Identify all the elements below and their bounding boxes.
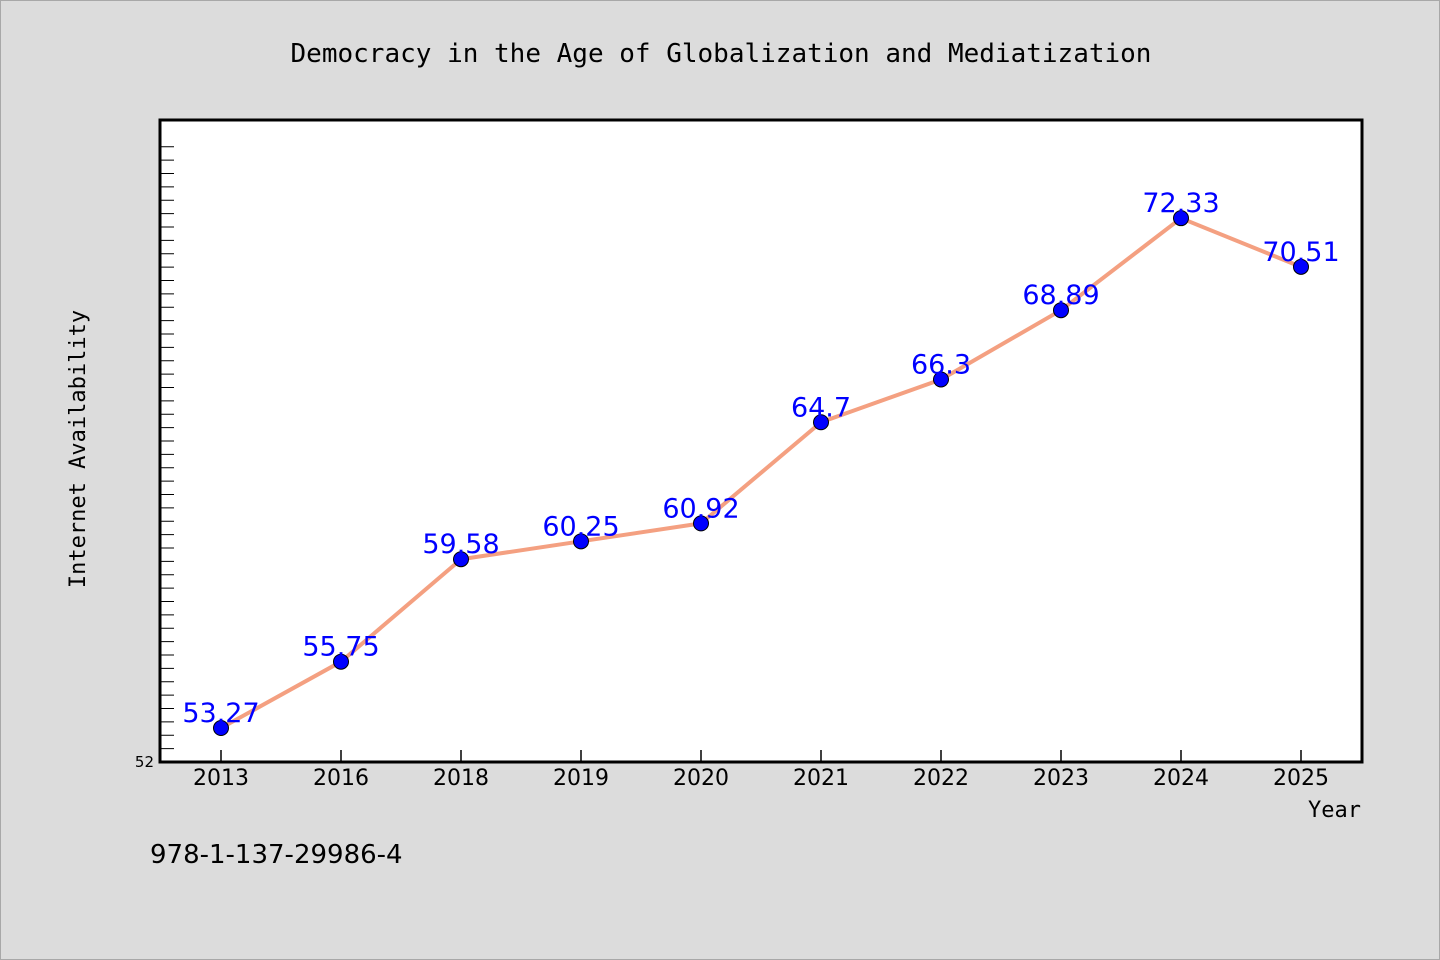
isbn-text: 978-1-137-29986-4	[150, 840, 403, 870]
data-label: 68.89	[1022, 280, 1099, 311]
x-tick-label: 2022	[913, 766, 969, 791]
x-tick-label: 2020	[673, 766, 729, 791]
data-labels-group: 53.27 55.75 59.58 60.25 60.92 64.7 66.3 68.89 72…	[182, 188, 1339, 729]
data-label: 64.7	[791, 392, 851, 423]
y-axis-label: Internet Availability	[66, 310, 91, 588]
data-label: 70.51	[1262, 237, 1339, 268]
y-axis-ticks: 52	[135, 146, 174, 771]
plot-area	[158, 118, 1364, 764]
x-axis-ticks: 2013 2016 2018 2019 2020 2021 2022 2023 2024 2025	[193, 750, 1329, 791]
x-tick-label: 2024	[1153, 766, 1209, 791]
data-label: 60.92	[662, 493, 739, 524]
chart-title: Democracy in the Age of Globalization an…	[291, 39, 1152, 69]
y-tick-label: 52	[135, 753, 154, 771]
x-tick-label: 2013	[193, 766, 249, 791]
x-tick-label: 2019	[553, 766, 609, 791]
data-point	[213, 720, 229, 737]
series-line	[220, 216, 1302, 730]
x-tick-label: 2023	[1033, 766, 1089, 791]
data-point	[333, 653, 349, 670]
x-tick-label: 2025	[1273, 766, 1329, 791]
data-point	[813, 414, 829, 431]
data-point	[933, 371, 949, 388]
series-points-group	[213, 210, 1309, 737]
data-point	[1173, 210, 1189, 227]
x-tick-label: 2021	[793, 766, 849, 791]
series-line-group	[220, 216, 1302, 730]
x-tick-label: 2018	[433, 766, 489, 791]
data-point	[693, 515, 709, 532]
data-point	[1293, 258, 1309, 275]
data-label: 60.25	[542, 511, 619, 542]
data-label: 72.33	[1142, 188, 1219, 219]
data-label: 55.75	[302, 632, 379, 663]
x-axis-label: Year	[1308, 798, 1361, 823]
data-point	[453, 551, 469, 568]
data-point	[1053, 302, 1069, 319]
data-label: 66.3	[911, 349, 971, 380]
data-label: 53.27	[182, 698, 259, 729]
x-tick-label: 2016	[313, 766, 369, 791]
data-label: 59.58	[422, 529, 499, 560]
data-point	[573, 533, 589, 550]
